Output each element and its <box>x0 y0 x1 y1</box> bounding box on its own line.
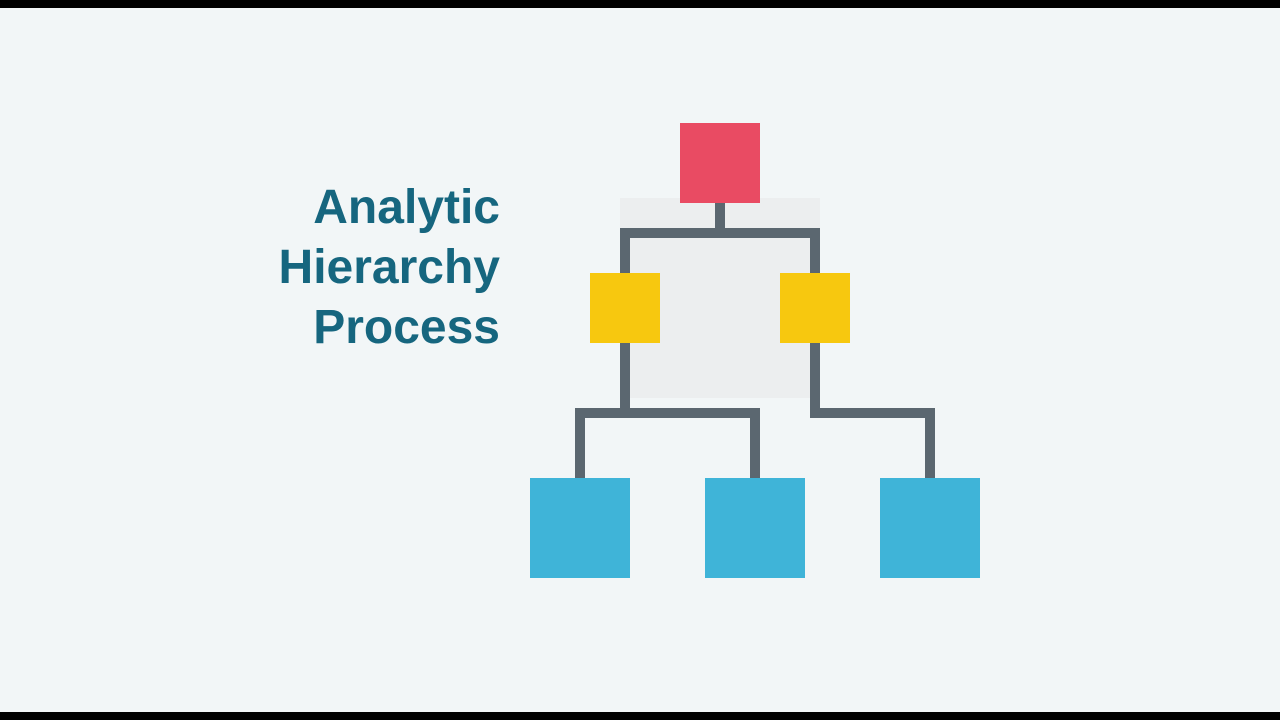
node-leaf-1 <box>530 478 630 578</box>
title-line: Hierarchy <box>279 241 500 294</box>
node-mid-r <box>780 273 850 343</box>
node-mid-l <box>590 273 660 343</box>
title-line: Analytic <box>313 181 500 234</box>
hierarchy-diagram <box>530 123 990 588</box>
node-root <box>680 123 760 203</box>
node-leaf-3 <box>880 478 980 578</box>
title-line: Process <box>313 301 500 354</box>
page-title: Analytic Hierarchy Process <box>180 178 500 358</box>
canvas: Analytic Hierarchy Process <box>0 8 1280 712</box>
node-leaf-2 <box>705 478 805 578</box>
